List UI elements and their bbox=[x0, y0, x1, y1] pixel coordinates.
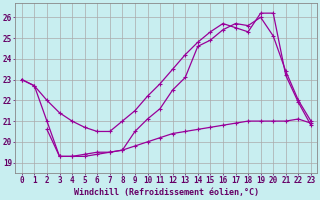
X-axis label: Windchill (Refroidissement éolien,°C): Windchill (Refroidissement éolien,°C) bbox=[74, 188, 259, 197]
